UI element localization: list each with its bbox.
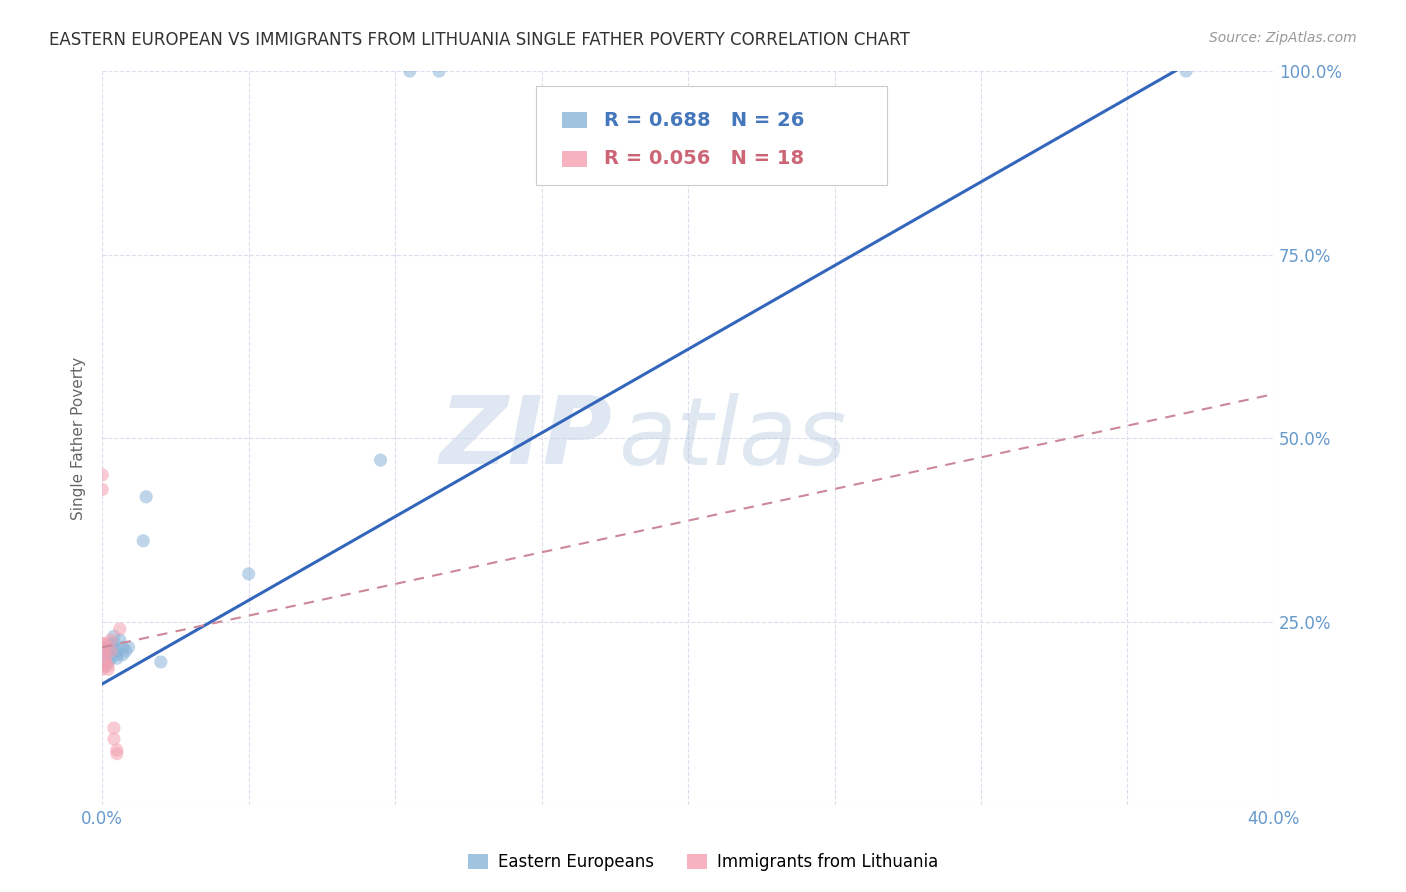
Point <box>238 566 260 581</box>
Point <box>117 640 139 655</box>
Point <box>100 640 122 655</box>
FancyBboxPatch shape <box>536 86 887 185</box>
Legend: Eastern Europeans, Immigrants from Lithuania: Eastern Europeans, Immigrants from Lithu… <box>460 845 946 880</box>
Point <box>100 637 122 651</box>
Point <box>114 644 136 658</box>
Point <box>105 747 128 761</box>
Text: atlas: atlas <box>617 392 846 483</box>
Point <box>135 490 157 504</box>
Point <box>105 648 128 662</box>
Point <box>91 637 114 651</box>
Point <box>94 644 117 658</box>
Point <box>100 651 122 665</box>
Point <box>108 632 131 647</box>
Point <box>103 721 125 735</box>
Text: R = 0.056   N = 18: R = 0.056 N = 18 <box>603 150 804 169</box>
FancyBboxPatch shape <box>561 112 588 128</box>
Point <box>100 644 122 658</box>
Point <box>91 640 114 655</box>
Point <box>94 655 117 669</box>
Point <box>91 483 114 497</box>
Point <box>97 662 120 676</box>
Point <box>103 637 125 651</box>
Text: Source: ZipAtlas.com: Source: ZipAtlas.com <box>1209 31 1357 45</box>
Point <box>94 648 117 662</box>
Point <box>111 640 134 655</box>
Point <box>103 629 125 643</box>
Point <box>105 644 128 658</box>
Text: ZIP: ZIP <box>439 392 612 484</box>
Point <box>105 651 128 665</box>
Point <box>111 648 134 662</box>
Y-axis label: Single Father Poverty: Single Father Poverty <box>72 357 86 520</box>
Point <box>427 64 450 78</box>
Point <box>97 655 120 669</box>
Point <box>94 640 117 655</box>
Point <box>100 632 122 647</box>
Point <box>105 743 128 757</box>
Point <box>91 467 114 482</box>
Point <box>103 731 125 746</box>
Point <box>97 644 120 658</box>
FancyBboxPatch shape <box>561 151 588 167</box>
Point <box>94 658 117 673</box>
Point <box>94 637 117 651</box>
Point <box>108 622 131 636</box>
Text: EASTERN EUROPEAN VS IMMIGRANTS FROM LITHUANIA SINGLE FATHER POVERTY CORRELATION : EASTERN EUROPEAN VS IMMIGRANTS FROM LITH… <box>49 31 910 49</box>
Point <box>1175 64 1198 78</box>
Point <box>132 533 155 548</box>
Point <box>370 453 392 467</box>
Point <box>97 658 120 673</box>
Point <box>398 64 420 78</box>
Point <box>94 651 117 665</box>
Text: R = 0.688   N = 26: R = 0.688 N = 26 <box>603 111 804 129</box>
Point <box>149 655 172 669</box>
Point <box>91 662 114 676</box>
